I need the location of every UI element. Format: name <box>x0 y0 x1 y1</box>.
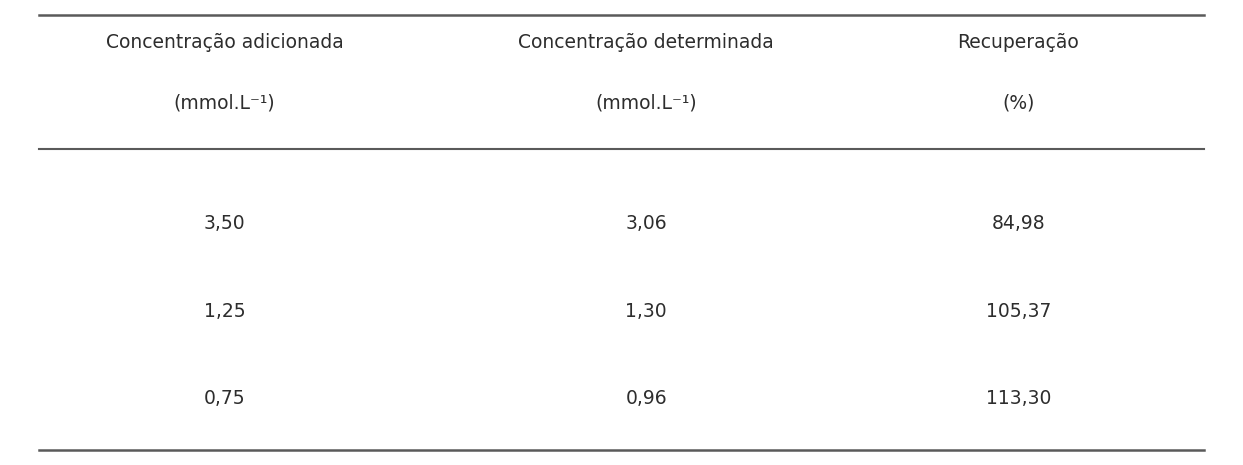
Text: (mmol.L⁻¹): (mmol.L⁻¹) <box>595 93 697 113</box>
Text: Concentração determinada: Concentração determinada <box>518 33 774 53</box>
Text: (%): (%) <box>1002 93 1034 113</box>
Text: 113,30: 113,30 <box>986 389 1052 408</box>
Text: (mmol.L⁻¹): (mmol.L⁻¹) <box>174 93 276 113</box>
Text: 1,25: 1,25 <box>204 302 245 320</box>
Text: 1,30: 1,30 <box>625 302 667 320</box>
Text: 84,98: 84,98 <box>992 214 1045 233</box>
Text: 3,06: 3,06 <box>625 214 667 233</box>
Text: 3,50: 3,50 <box>204 214 245 233</box>
Text: 105,37: 105,37 <box>986 302 1052 320</box>
Text: Concentração adicionada: Concentração adicionada <box>106 33 343 53</box>
Text: 0,75: 0,75 <box>204 389 245 408</box>
Text: Recuperação: Recuperação <box>957 33 1079 53</box>
Text: 0,96: 0,96 <box>625 389 667 408</box>
